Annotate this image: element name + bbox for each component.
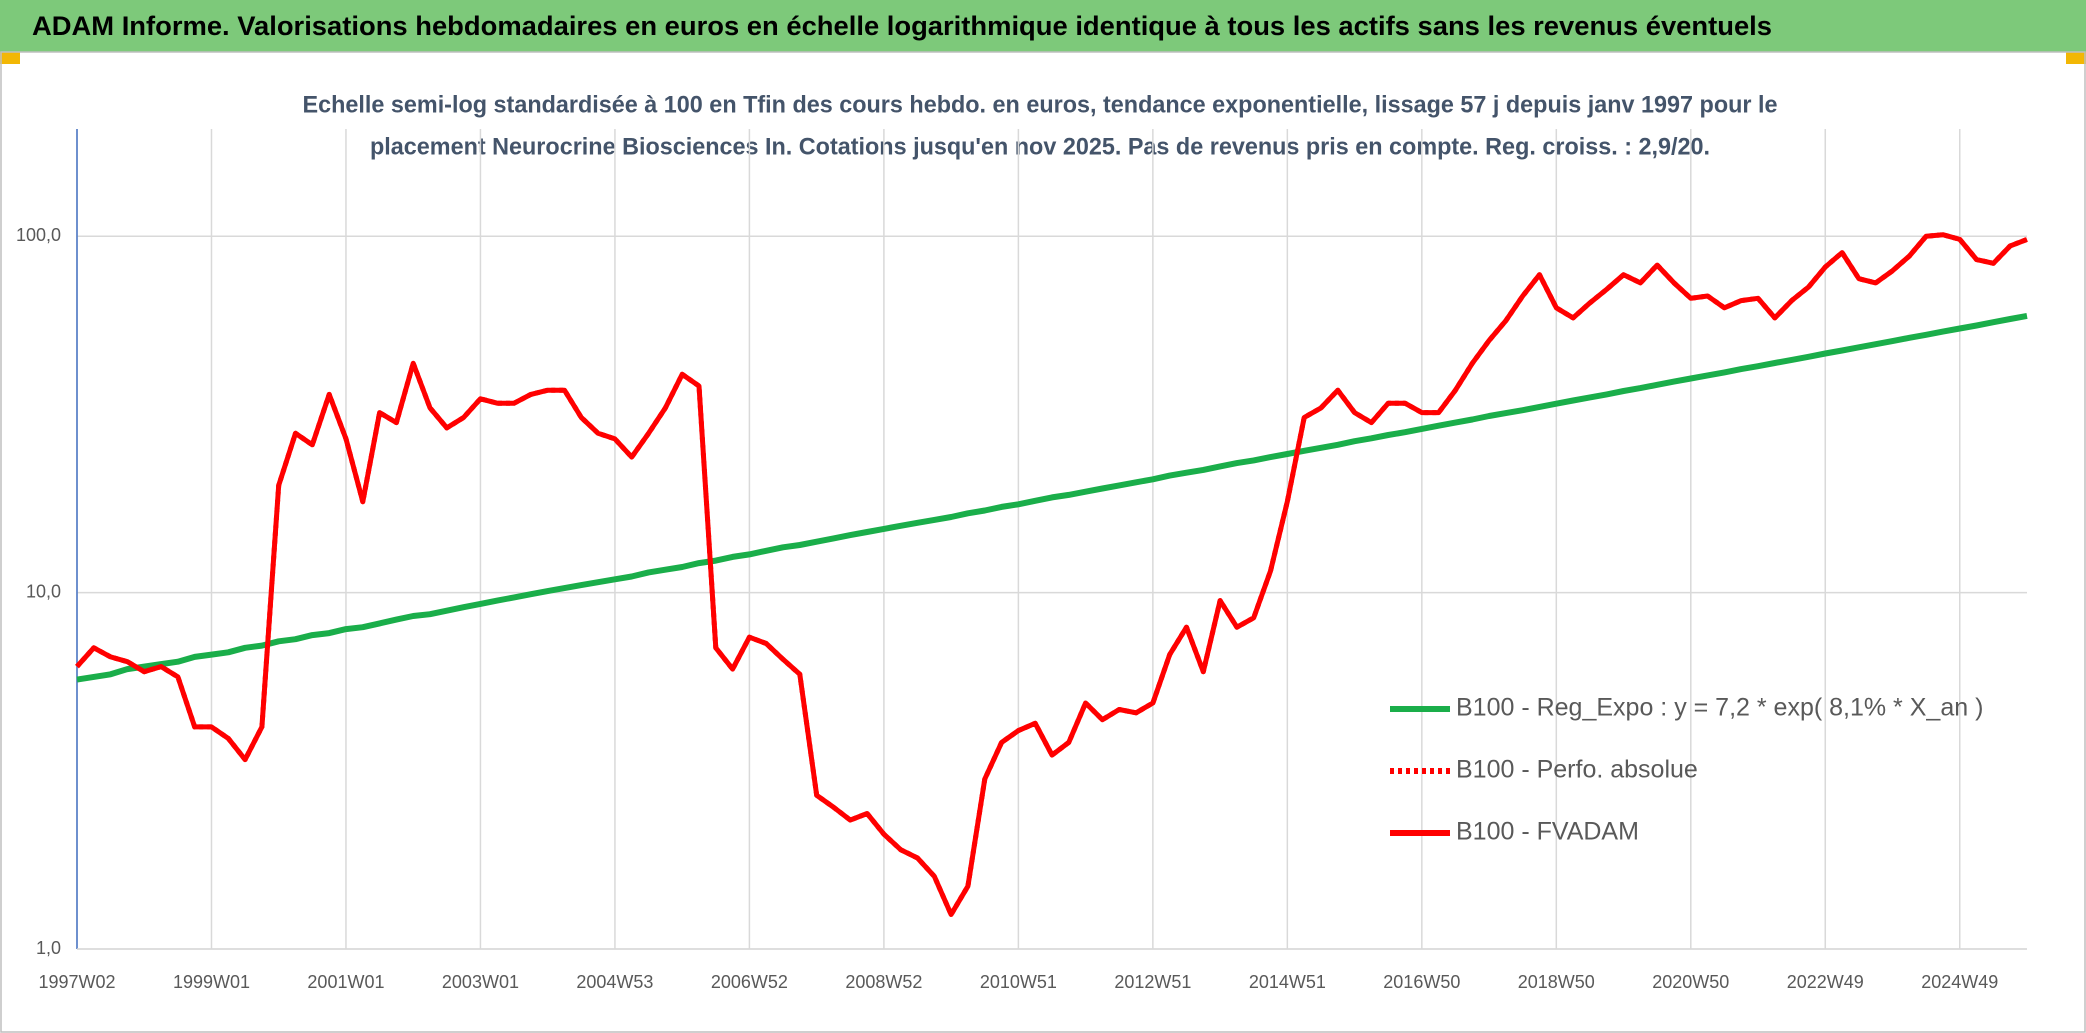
header-bar (0, 0, 2086, 52)
chart-border (0, 51, 2086, 1033)
y-tick-label: 1,0 (36, 938, 61, 958)
corner-mark (2066, 52, 2086, 64)
legend-label: B100 - Reg_Expo : y = 7,2 * exp( 8,1% * … (1456, 694, 1983, 722)
chart-subtitle: placement Neurocrine Biosciences In. Cot… (370, 133, 1710, 160)
y-tick-label: 100,0 (16, 225, 61, 245)
x-tick-label: 1999W01 (173, 972, 250, 992)
x-tick-label: 2010W51 (980, 972, 1057, 992)
x-tick-label: 2018W50 (1518, 972, 1595, 992)
y-tick-label: 10,0 (26, 581, 61, 601)
x-tick-label: 2024W49 (1921, 972, 1998, 992)
x-tick-label: 2012W51 (1114, 972, 1191, 992)
x-tick-label: 2016W50 (1383, 972, 1460, 992)
chart-title: Echelle semi-log standardisée à 100 en T… (303, 91, 1778, 118)
corner-mark (0, 52, 20, 64)
x-tick-label: 2003W01 (442, 972, 519, 992)
series-line (76, 312, 2028, 683)
x-tick-label: 2020W50 (1652, 972, 1729, 992)
x-tick-label: 2008W52 (845, 972, 922, 992)
x-tick-label: 2004W53 (576, 972, 653, 992)
header-title: ADAM Informe. Valorisations hebdomadaire… (32, 11, 1772, 41)
legend-label: B100 - FVADAM (1456, 818, 1639, 846)
x-tick-label: 2006W52 (711, 972, 788, 992)
series-line (75, 232, 2028, 917)
x-tick-label: 2022W49 (1787, 972, 1864, 992)
x-tick-label: 2001W01 (307, 972, 384, 992)
x-tick-label: 1997W02 (38, 972, 115, 992)
x-tick-label: 2014W51 (1249, 972, 1326, 992)
legend-label: B100 - Perfo. absolue (1456, 756, 1698, 784)
